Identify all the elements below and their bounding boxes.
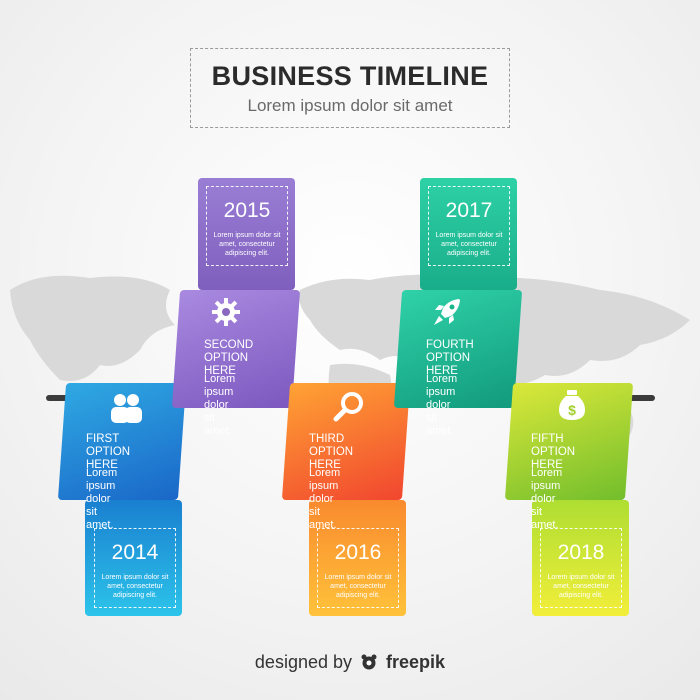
option-title: THIRD OPTION HERE — [309, 433, 354, 471]
gear-icon — [212, 298, 240, 326]
year-description: Lorem ipsum dolor sit amet, consectetur … — [435, 232, 503, 257]
rocket-icon — [434, 299, 460, 325]
year-description: Lorem ipsum dolor sit amet, consectetur … — [547, 574, 615, 599]
year-box: 2017 Lorem ipsum dolor sit amet, consect… — [428, 186, 510, 266]
year-tab — [420, 178, 517, 290]
title-box: BUSINESS TIMELINE Lorem ipsum dolor sit … — [190, 48, 510, 128]
option-text: Lorem ipsum dolor sit amet. — [531, 467, 563, 531]
year-label: 2016 — [334, 541, 382, 564]
year-tab — [532, 500, 629, 616]
people-icon — [111, 394, 142, 423]
year-description: Lorem ipsum dolor sit amet, consectetur … — [324, 574, 392, 599]
footer-prefix: designed by — [254, 652, 352, 672]
option-title: FOURTH OPTION HERE — [426, 339, 474, 377]
option-title: FIRST OPTION HERE — [86, 433, 131, 471]
year-tab — [309, 500, 406, 616]
page-subtitle: Lorem ipsum dolor sit amet — [247, 96, 453, 115]
year-label: 2015 — [223, 199, 271, 222]
option-text: Lorem ipsum dolor sit amet. — [426, 373, 458, 437]
year-box: 2014 Lorem ipsum dolor sit amet, consect… — [94, 528, 176, 608]
option-text: Lorem ipsum dolor sit amet. — [86, 467, 118, 531]
page-title: BUSINESS TIMELINE — [211, 61, 489, 91]
option-text: Lorem ipsum dolor sit amet. — [309, 467, 341, 531]
year-description: Lorem ipsum dolor sit amet, consectetur … — [213, 232, 281, 257]
option-title: SECOND OPTION HERE — [204, 339, 254, 377]
year-label: 2017 — [445, 199, 493, 222]
freepik-logo-icon — [360, 654, 378, 670]
year-label: 2018 — [557, 541, 605, 564]
footer-credit: designed by freepik — [0, 652, 700, 673]
year-box: 2015 Lorem ipsum dolor sit amet, consect… — [206, 186, 288, 266]
year-box: 2016 Lorem ipsum dolor sit amet, consect… — [317, 528, 399, 608]
year-label: 2014 — [111, 541, 159, 564]
year-tab — [85, 500, 182, 616]
option-text: Lorem ipsum dolor sit amet. — [204, 373, 236, 437]
option-title: FIFTH OPTION HERE — [531, 433, 576, 471]
footer-brand: freepik — [386, 652, 446, 672]
year-description: Lorem ipsum dolor sit amet, consectetur … — [101, 574, 169, 599]
money-bag-icon: $ — [559, 390, 585, 420]
svg-text:$: $ — [568, 402, 576, 418]
year-tab — [198, 178, 295, 290]
year-box: 2018 Lorem ipsum dolor sit amet, consect… — [540, 528, 622, 608]
magnifier-icon — [333, 392, 363, 422]
